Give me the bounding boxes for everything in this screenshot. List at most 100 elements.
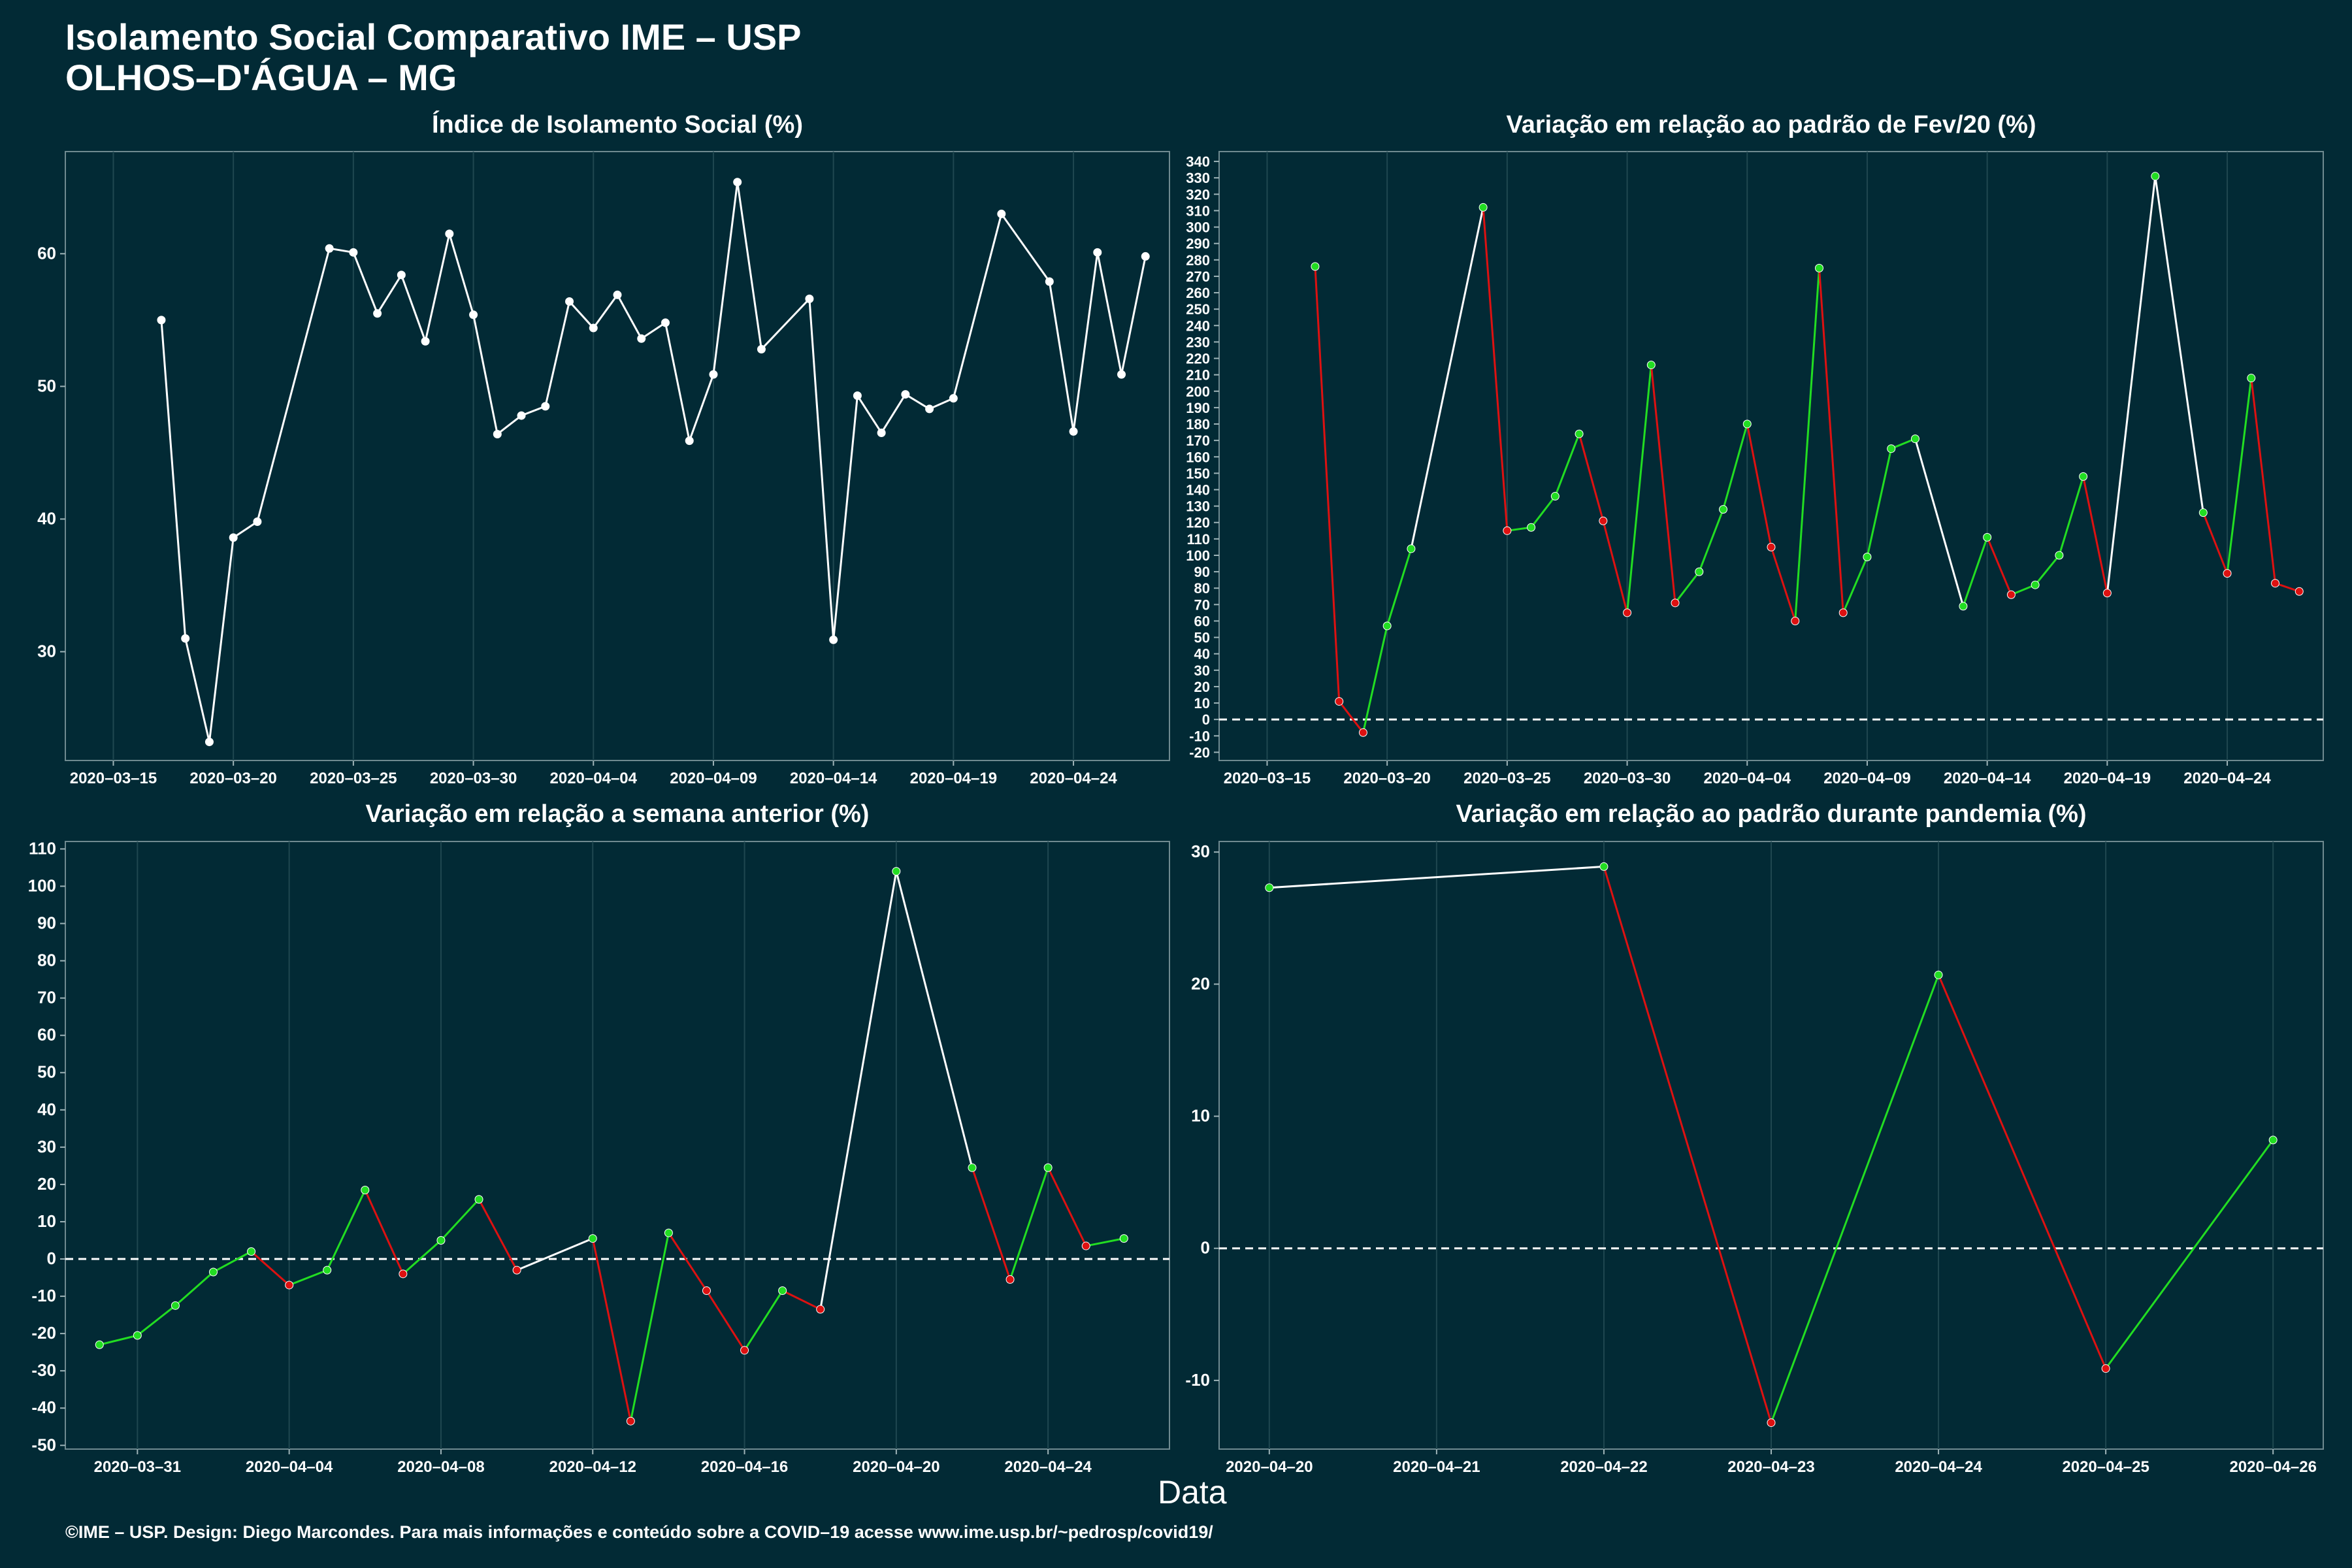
y-tick-label: 190 (1186, 400, 1210, 416)
series-segment (2226, 378, 2253, 574)
series-segment (1770, 546, 1797, 621)
y-tick-label: 20 (1191, 973, 1210, 993)
series-segment (1096, 252, 1122, 375)
y-tick-label: 140 (1186, 482, 1210, 498)
series-segment (971, 1167, 1011, 1280)
y-tick-label: 0 (1202, 711, 1210, 728)
data-point (373, 309, 382, 318)
data-point (1695, 567, 1704, 576)
series-segment (593, 294, 619, 329)
data-point (1081, 1241, 1090, 1250)
series-segment (497, 414, 522, 435)
series-segment (895, 871, 973, 1168)
x-tick-label: 2020–04–16 (701, 1458, 788, 1476)
series-segment (1842, 556, 1869, 613)
data-point (997, 209, 1006, 218)
data-point (877, 428, 886, 437)
series-segment (1722, 423, 1748, 510)
panel-border (65, 151, 1170, 761)
y-tick-label: 240 (1186, 318, 1210, 334)
y-tick-label: 0 (47, 1249, 56, 1268)
y-tick-label: -10 (1185, 1370, 1210, 1390)
data-point (361, 1185, 370, 1194)
y-tick-label: -20 (1189, 744, 1210, 760)
series-segment (472, 314, 498, 434)
y-tick-label: 310 (1186, 203, 1210, 219)
series-segment (174, 1271, 214, 1307)
x-tick-label: 2020–04–24 (1030, 770, 1117, 787)
data-point (2151, 172, 2160, 181)
series-segment (1554, 433, 1580, 497)
x-tick-label: 2020–04–23 (1727, 1458, 1814, 1476)
x-tick-label: 2020–04–09 (670, 770, 757, 787)
data-point (253, 517, 262, 527)
data-point (733, 178, 742, 187)
chart-title: Variação em relação ao padrão durante pa… (1456, 800, 2086, 828)
data-point (95, 1340, 104, 1349)
x-tick-label: 2020–04–14 (1944, 770, 2031, 787)
series-segment (1048, 281, 1075, 432)
series-segment (212, 1250, 252, 1273)
x-tick-label: 2020–04–08 (397, 1458, 484, 1476)
series-segment (1269, 865, 1605, 889)
y-tick-label: 340 (1186, 154, 1210, 170)
y-tick-label: 330 (1186, 170, 1210, 186)
series-segment (478, 1199, 518, 1271)
y-tick-label: 30 (37, 1137, 56, 1156)
data-point (925, 404, 934, 414)
data-point (1863, 552, 1872, 561)
data-point (1910, 434, 1919, 444)
data-point (588, 1234, 597, 1243)
data-point (1671, 598, 1680, 608)
data-point (1382, 621, 1392, 630)
panel-border (1218, 151, 2324, 761)
data-point (541, 402, 550, 411)
y-tick-label: 90 (37, 913, 56, 933)
data-point (1527, 523, 1536, 532)
series-segment (208, 537, 235, 742)
series-segment (256, 248, 331, 522)
series-segment (760, 298, 810, 350)
data-point (285, 1281, 294, 1290)
y-tick-label: 230 (1186, 334, 1210, 350)
series-segment (952, 214, 1003, 399)
data-point (740, 1346, 749, 1355)
data-point (1478, 203, 1488, 212)
series-segment (400, 274, 427, 342)
y-tick-label: 70 (37, 988, 56, 1007)
series-segment (591, 1238, 632, 1422)
data-point (901, 390, 910, 399)
series-segment (2082, 476, 2108, 594)
footer-credits: ©IME – USP. Design: Diego Marcondes. Par… (65, 1522, 1213, 1542)
series-segment (137, 1305, 176, 1337)
x-tick-label: 2020–03–15 (1224, 770, 1311, 787)
x-tick-label: 2020–03–30 (1584, 770, 1671, 787)
series-segment (819, 871, 898, 1310)
data-point (512, 1266, 521, 1275)
series-segment (1602, 520, 1629, 613)
data-point (1959, 602, 1968, 611)
data-point (474, 1195, 483, 1204)
series-segment (905, 393, 930, 410)
x-tick-label: 2020–04–24 (2183, 770, 2271, 787)
data-point (436, 1235, 446, 1245)
chart-panel-isolation_index: Índice de Isolamento Social (%) 2020–03–1… (37, 110, 1170, 787)
data-point (1983, 532, 1992, 542)
data-point (1311, 262, 1320, 271)
x-tick-label: 2020–04–24 (1004, 1458, 1092, 1476)
series-segment (521, 405, 546, 417)
data-point (816, 1305, 825, 1314)
y-tick-label: 180 (1186, 416, 1210, 433)
data-point (637, 334, 646, 343)
y-tick-label: 160 (1186, 449, 1210, 465)
series-segment (99, 1334, 138, 1346)
chart-title: Variação em relação ao padrão de Fev/20 … (1506, 111, 2036, 139)
y-tick-label: 200 (1186, 384, 1210, 400)
series-segment (1338, 700, 1364, 734)
data-point (1119, 1234, 1128, 1243)
series-segment (568, 301, 595, 329)
data-point (2295, 587, 2304, 596)
x-tick-label: 2020–04–04 (246, 1458, 333, 1476)
series-segment (1818, 268, 1844, 613)
